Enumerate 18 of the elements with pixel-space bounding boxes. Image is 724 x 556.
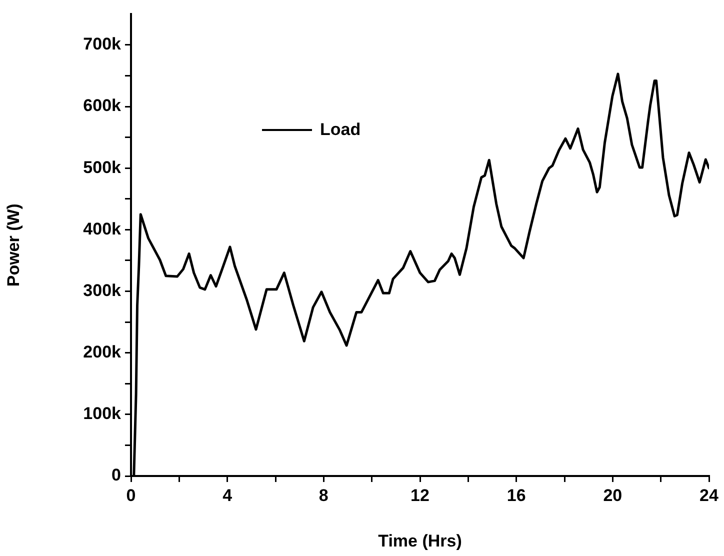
y-tick-label: 200k — [83, 342, 122, 362]
y-tick-label: 0 — [112, 466, 121, 485]
x-tick-label: 20 — [603, 486, 622, 505]
x-tick-label: 12 — [410, 486, 430, 505]
y-tick-label: 100k — [83, 404, 122, 424]
x-axis-title: Time (Hrs) — [378, 531, 462, 550]
x-tick-label: 0 — [126, 486, 136, 505]
y-tick-label: 300k — [83, 280, 122, 300]
y-axis-title: Power (W) — [4, 204, 23, 287]
x-tick-label: 8 — [318, 486, 328, 505]
y-tick-label: 400k — [83, 219, 122, 238]
y-tick-label: 600k — [83, 96, 122, 116]
x-tick-label: 16 — [506, 486, 526, 505]
y-tick-label: 700k — [83, 34, 122, 54]
legend-label: Load — [320, 120, 361, 140]
x-tick-label: 4 — [222, 486, 233, 505]
y-tick-label: 500k — [83, 158, 122, 177]
x-tick-label: 24 — [700, 486, 719, 505]
